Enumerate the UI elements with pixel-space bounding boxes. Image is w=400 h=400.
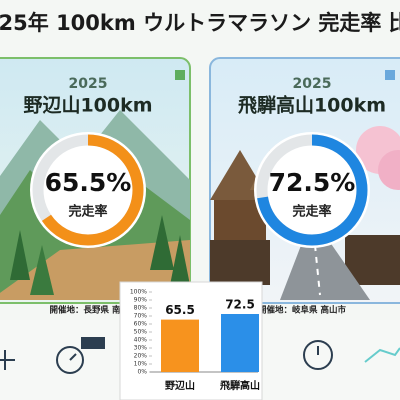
value-label: 65.5	[165, 303, 195, 317]
bar-chart: 0%10%20%30%40%50%60%70%80%90%100% 65.5 野辺山…	[130, 289, 260, 393]
y-tick-label: 30%	[134, 345, 148, 352]
y-tick-label: 80%	[134, 305, 148, 312]
x-tick-label: 野辺山	[165, 379, 195, 392]
icons	[0, 337, 400, 374]
rate-caption: 完走率	[68, 204, 107, 220]
venue: 開催地：岐阜県 高山市	[258, 305, 346, 316]
y-tick-label: 40%	[134, 337, 148, 344]
y-tick-label: 60%	[134, 321, 148, 328]
panel-name: 飛騨高山100km	[238, 94, 386, 117]
y-tick-label: 50%	[134, 329, 148, 336]
rate-label: 72.5%	[269, 168, 356, 197]
bar	[161, 319, 199, 372]
venue: 開催地：長野県 南佐久郡 南牧村	[50, 305, 175, 316]
y-tick-label: 70%	[134, 313, 148, 320]
title: 2025年 100km ウルトラマラソン 完走率 比較	[0, 11, 400, 35]
y-tick-label: 10%	[134, 361, 148, 368]
value-label: 72.5	[225, 298, 255, 312]
y-tick-label: 90%	[134, 297, 148, 304]
y-tick-label: 0%	[137, 369, 147, 376]
x-tick-label: 飛騨高山	[219, 379, 260, 392]
donut-face	[30, 132, 146, 248]
rate-caption: 完走率	[292, 204, 331, 220]
y-tick-label: 20%	[134, 353, 148, 360]
panel-name: 野辺山100km	[23, 95, 152, 117]
donut-arc	[256, 134, 368, 246]
panel-year: 2025	[69, 76, 108, 92]
panel-year: 2025	[293, 76, 332, 92]
bar	[221, 314, 259, 372]
y-tick-label: 100%	[130, 289, 147, 296]
donut-arc	[32, 134, 144, 246]
rate-label: 65.5%	[45, 168, 132, 197]
donut-face	[254, 132, 370, 248]
